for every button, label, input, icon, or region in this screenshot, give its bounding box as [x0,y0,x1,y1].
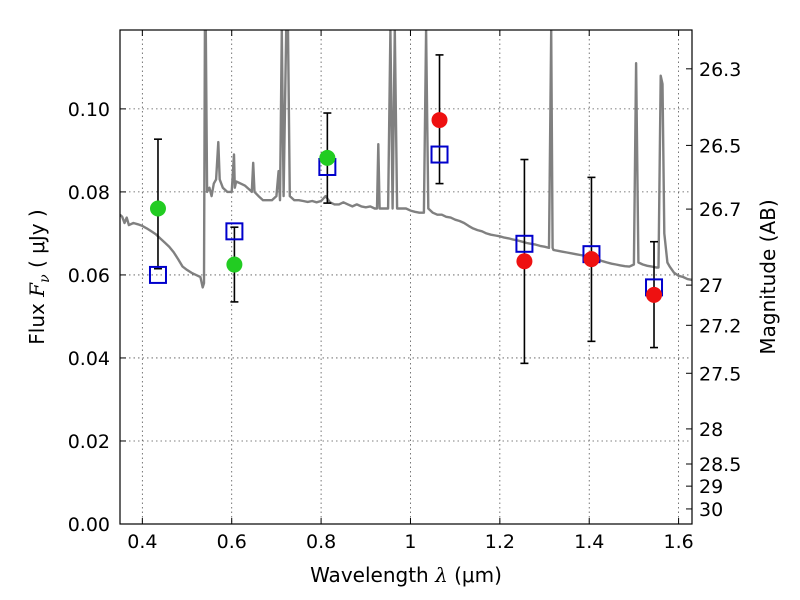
mag-tick-label: 27.2 [699,315,741,337]
mag-tick-label: 28.5 [699,454,741,476]
observed-point-red [431,112,448,129]
observed-point-red [646,286,663,303]
mag-tick-label: 27.5 [699,363,741,385]
y-tick-label: 0.08 [68,182,110,204]
mag-tick-label: 26.5 [699,135,741,157]
observed-point-red [583,251,600,268]
y-tick-label: 0.06 [68,265,110,287]
x-tick-label: 1.6 [663,531,693,553]
axis-ticks: 0.4 0.6 0.8 1 1.2 1.4 1.6 0.00 0.02 0.04 0.06 0.08 0… [68,30,741,553]
x-tick-label: 0.4 [127,531,157,553]
mag-tick-label: 29 [699,476,723,498]
observed-point-green [149,200,166,217]
x-tick-label: 1.4 [574,531,604,553]
y-axis-label: Flux Fν ( μJy ) [25,209,53,344]
y-tick-label: 0.10 [68,99,110,121]
x-axis-label: Wavelength λ (μm) [310,563,502,587]
mag-tick-label: 28 [699,419,723,441]
plot-frame [119,29,693,525]
model-photometry-box [225,222,244,241]
mag-tick-label: 26.3 [699,59,741,81]
observed-point-red [516,253,533,270]
y-tick-label: 0.02 [68,431,110,453]
x-tick-label: 1.2 [485,531,515,553]
x-tick-label: 0.6 [217,531,247,553]
mag-tick-label: 27 [699,275,723,297]
y-tick-label: 0.00 [68,514,110,536]
model-photometry-layer [148,145,664,297]
x-tick-label: 1 [404,531,416,553]
observed-points-layer [149,112,663,303]
mag-tick-label: 30 [699,499,723,521]
mag-tick-label: 26.7 [699,199,741,221]
observed-point-green [226,256,243,273]
y-tick-label: 0.04 [68,348,110,370]
model-photometry-box [148,265,167,284]
right-axis-label: Magnitude (AB) [756,199,780,354]
model-photometry-box [515,234,534,253]
observed-point-green [319,149,336,166]
x-tick-label: 0.8 [306,531,336,553]
model-photometry-box [430,145,449,164]
